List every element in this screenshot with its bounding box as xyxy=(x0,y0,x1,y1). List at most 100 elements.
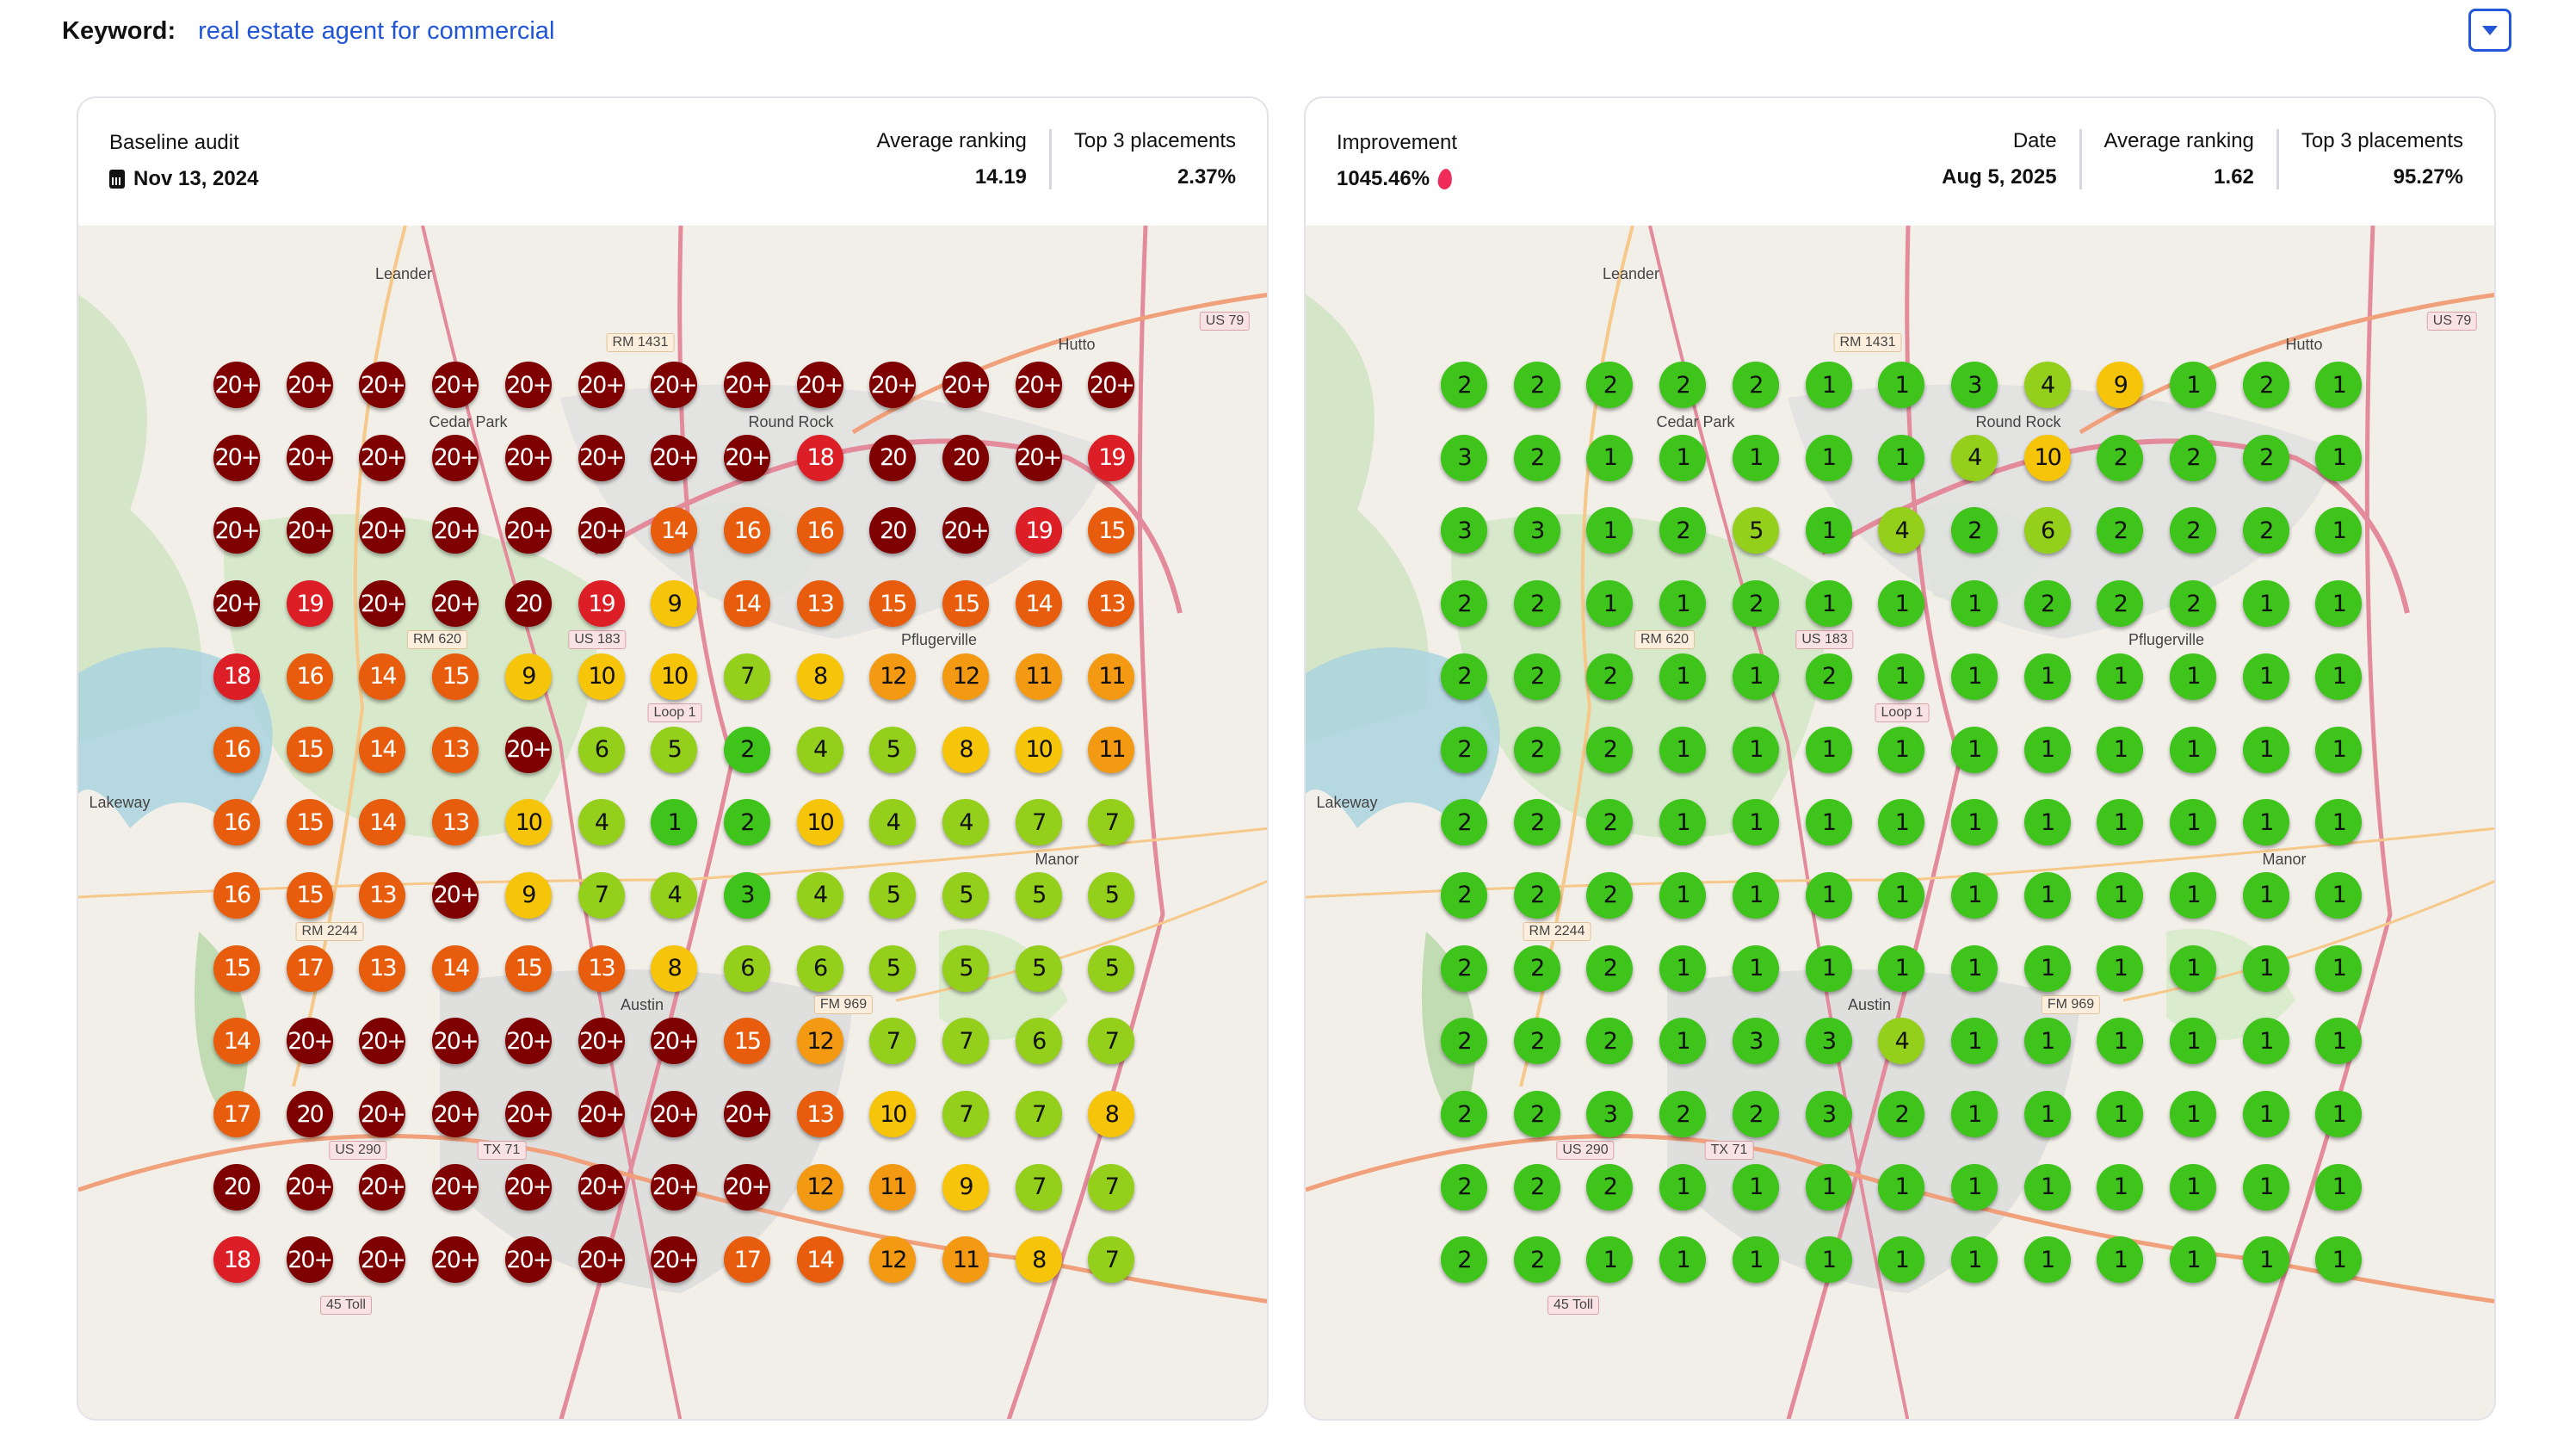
rank-marker[interactable]: 20+ xyxy=(213,507,260,554)
rank-marker[interactable]: 11 xyxy=(869,1163,917,1211)
rank-marker[interactable]: 1 xyxy=(2170,1018,2216,1065)
rank-marker[interactable]: 1 xyxy=(2315,1236,2363,1284)
rank-marker[interactable]: 1 xyxy=(1732,1163,1779,1211)
rank-marker[interactable]: 15 xyxy=(504,944,552,992)
rank-marker[interactable]: 20+ xyxy=(1088,362,1135,408)
rank-marker[interactable]: 20+ xyxy=(942,507,989,554)
rank-marker[interactable]: 1 xyxy=(1878,726,1925,773)
rank-marker[interactable]: 20+ xyxy=(504,1163,552,1211)
rank-marker[interactable]: 4 xyxy=(796,726,843,773)
rank-marker[interactable]: 3 xyxy=(1586,1091,1634,1137)
rank-marker[interactable]: 16 xyxy=(723,507,770,554)
rank-marker[interactable]: 20+ xyxy=(432,1091,479,1137)
rank-marker[interactable]: 2 xyxy=(1659,507,1707,554)
rank-marker[interactable]: 15 xyxy=(432,653,479,700)
rank-marker[interactable]: 1 xyxy=(1950,726,1998,773)
rank-marker[interactable]: 20+ xyxy=(1015,434,1062,481)
rank-marker[interactable]: 4 xyxy=(651,871,698,919)
rank-marker[interactable]: 1 xyxy=(1732,434,1779,481)
rank-marker[interactable]: 1 xyxy=(1878,799,1925,846)
rank-marker[interactable]: 2 xyxy=(1513,1018,1560,1065)
rank-marker[interactable]: 13 xyxy=(359,944,406,992)
rank-marker[interactable]: 2 xyxy=(1659,1091,1707,1137)
rank-marker[interactable]: 1 xyxy=(651,799,698,846)
rank-marker[interactable]: 1 xyxy=(1732,799,1779,846)
rank-marker[interactable]: 7 xyxy=(942,1091,989,1137)
rank-marker[interactable]: 1 xyxy=(1878,653,1925,700)
rank-marker[interactable]: 1 xyxy=(2242,580,2289,628)
rank-marker[interactable]: 1 xyxy=(2315,1091,2363,1137)
rank-marker[interactable]: 20+ xyxy=(578,1018,625,1065)
rank-marker[interactable]: 12 xyxy=(796,1018,843,1065)
rank-marker[interactable]: 2 xyxy=(1513,653,1560,700)
rank-marker[interactable]: 8 xyxy=(1088,1091,1135,1137)
rank-marker[interactable]: 2 xyxy=(1586,1018,1634,1065)
rank-marker[interactable]: 1 xyxy=(2023,1091,2071,1137)
rank-marker[interactable]: 20 xyxy=(504,580,552,628)
rank-marker[interactable]: 2 xyxy=(2023,580,2071,628)
rank-marker[interactable]: 14 xyxy=(359,799,406,846)
rank-marker[interactable]: 1 xyxy=(1586,507,1634,554)
rank-marker[interactable]: 2 xyxy=(1441,1236,1487,1284)
rank-marker[interactable]: 1 xyxy=(2242,799,2289,846)
rank-marker[interactable]: 20+ xyxy=(213,580,260,628)
rank-marker[interactable]: 7 xyxy=(942,1018,989,1065)
rank-marker[interactable]: 2 xyxy=(1513,362,1560,408)
rank-marker[interactable]: 1 xyxy=(2315,580,2363,628)
rank-marker[interactable]: 1 xyxy=(2315,799,2363,846)
rank-marker[interactable]: 14 xyxy=(723,580,770,628)
rank-marker[interactable]: 16 xyxy=(213,726,260,773)
rank-marker[interactable]: 2 xyxy=(1441,653,1487,700)
rank-marker[interactable]: 20+ xyxy=(578,362,625,408)
rank-marker[interactable]: 1 xyxy=(1586,1236,1634,1284)
rank-marker[interactable]: 20+ xyxy=(359,507,406,554)
rank-marker[interactable]: 20+ xyxy=(432,1163,479,1211)
rank-marker[interactable]: 1 xyxy=(1732,726,1779,773)
rank-marker[interactable]: 1 xyxy=(2170,871,2216,919)
rank-marker[interactable]: 13 xyxy=(432,799,479,846)
rank-marker[interactable]: 9 xyxy=(504,653,552,700)
rank-marker[interactable]: 20+ xyxy=(651,1091,698,1137)
rank-marker[interactable]: 3 xyxy=(1805,1018,1852,1065)
rank-marker[interactable]: 2 xyxy=(1441,944,1487,992)
rank-marker[interactable]: 20+ xyxy=(286,362,333,408)
rank-marker[interactable]: 2 xyxy=(2097,580,2144,628)
rank-marker[interactable]: 2 xyxy=(1513,1163,1560,1211)
rank-marker[interactable]: 1 xyxy=(2170,653,2216,700)
rank-marker[interactable]: 20+ xyxy=(504,507,552,554)
rank-marker[interactable]: 12 xyxy=(869,653,917,700)
rank-marker[interactable]: 5 xyxy=(942,871,989,919)
rank-marker[interactable]: 1 xyxy=(2097,726,2144,773)
rank-marker[interactable]: 12 xyxy=(869,1236,917,1284)
rank-marker[interactable]: 1 xyxy=(2023,653,2071,700)
rank-marker[interactable]: 2 xyxy=(1805,653,1852,700)
rank-marker[interactable]: 20+ xyxy=(578,1163,625,1211)
rank-marker[interactable]: 2 xyxy=(2170,507,2216,554)
rank-marker[interactable]: 6 xyxy=(2023,507,2071,554)
rank-marker[interactable]: 20+ xyxy=(651,1236,698,1284)
rank-marker[interactable]: 2 xyxy=(1441,799,1487,846)
rank-marker[interactable]: 12 xyxy=(796,1163,843,1211)
rank-marker[interactable]: 1 xyxy=(1659,1236,1707,1284)
rank-marker[interactable]: 14 xyxy=(1015,580,1062,628)
rank-marker[interactable]: 18 xyxy=(213,1236,260,1284)
rank-marker[interactable]: 7 xyxy=(1088,1236,1135,1284)
rank-marker[interactable]: 1 xyxy=(1805,799,1852,846)
rank-marker[interactable]: 1 xyxy=(1805,1236,1852,1284)
rank-marker[interactable]: 1 xyxy=(1878,1163,1925,1211)
rank-marker[interactable]: 20+ xyxy=(359,1091,406,1137)
rank-marker[interactable]: 10 xyxy=(504,799,552,846)
rank-marker[interactable]: 19 xyxy=(1088,434,1135,481)
rank-marker[interactable]: 2 xyxy=(1441,1091,1487,1137)
rank-marker[interactable]: 19 xyxy=(286,580,333,628)
rank-marker[interactable]: 1 xyxy=(1732,1236,1779,1284)
rank-marker[interactable]: 2 xyxy=(2097,507,2144,554)
rank-marker[interactable]: 2 xyxy=(723,726,770,773)
rank-marker[interactable]: 13 xyxy=(796,1091,843,1137)
rank-marker[interactable]: 7 xyxy=(723,653,770,700)
rank-marker[interactable]: 15 xyxy=(942,580,989,628)
rank-marker[interactable]: 20+ xyxy=(286,507,333,554)
rank-marker[interactable]: 2 xyxy=(1441,726,1487,773)
rank-marker[interactable]: 20+ xyxy=(723,362,770,408)
rank-marker[interactable]: 8 xyxy=(942,726,989,773)
